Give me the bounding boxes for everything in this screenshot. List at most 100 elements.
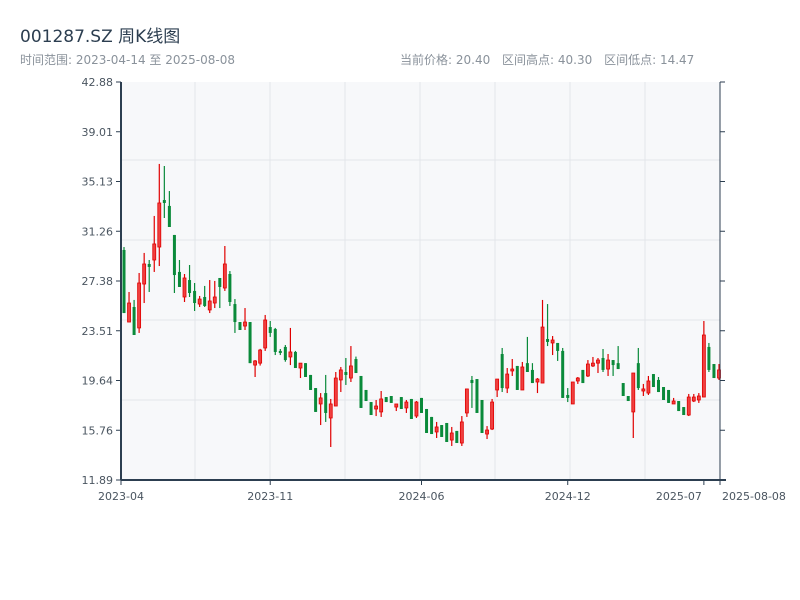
candle-up	[490, 398, 494, 431]
candle-down	[172, 234, 176, 294]
candle-body	[268, 327, 272, 333]
candle-body	[288, 351, 293, 358]
candle-body	[667, 389, 671, 403]
y-tick-label: 31.26	[82, 225, 114, 238]
candle-up	[404, 399, 409, 413]
candle-down	[430, 416, 434, 435]
candle-body	[561, 350, 565, 398]
candle-up	[318, 393, 323, 426]
candle-body	[515, 365, 519, 390]
candle-up	[157, 163, 162, 267]
candle-up	[520, 361, 525, 391]
candle-down	[314, 388, 318, 412]
candle-body	[304, 363, 308, 378]
candle-body	[298, 362, 303, 369]
candle-body	[248, 322, 252, 364]
candle-body	[374, 405, 379, 410]
candle-up	[298, 362, 303, 379]
candle-down	[364, 389, 368, 402]
y-tick-label: 35.13	[82, 176, 114, 189]
candle-down	[677, 401, 681, 412]
candle-up	[207, 280, 212, 314]
candle-up	[575, 377, 580, 384]
candle-body	[253, 360, 258, 366]
y-tick-label: 19.64	[82, 375, 114, 388]
candle-body	[389, 396, 393, 403]
candle-down	[203, 285, 207, 308]
candle-body	[455, 430, 459, 444]
candle-body	[137, 282, 142, 329]
y-tick-label: 11.89	[82, 474, 114, 487]
candle-down	[530, 363, 534, 384]
candle-up	[510, 359, 515, 376]
candle-body	[188, 280, 192, 294]
candle-body	[238, 322, 242, 330]
candle-down	[162, 165, 166, 219]
candle-down	[293, 350, 297, 369]
candle-body	[318, 397, 323, 405]
candle-down	[656, 377, 660, 393]
candle-down	[304, 363, 308, 378]
candle-body	[404, 401, 409, 409]
candle-down	[218, 277, 222, 309]
candle-body	[212, 296, 217, 304]
candle-up	[152, 215, 157, 272]
candle-body	[364, 389, 368, 402]
candle-up	[288, 327, 293, 366]
candle-body	[530, 369, 534, 384]
candle-down	[147, 260, 151, 292]
candle-down	[662, 387, 666, 400]
candle-body	[585, 363, 590, 377]
candle-down	[309, 374, 313, 390]
candle-up	[349, 346, 353, 383]
candle-body	[349, 365, 353, 379]
candle-body	[671, 400, 676, 405]
candle-body	[430, 416, 434, 435]
candle-body	[591, 362, 595, 367]
candle-up	[646, 375, 651, 395]
candle-down	[626, 396, 630, 402]
candle-up	[137, 272, 142, 333]
candle-body	[621, 383, 625, 397]
candle-body	[152, 243, 157, 261]
y-tick-label: 23.51	[82, 325, 114, 338]
candle-up	[691, 393, 696, 403]
candle-up	[591, 356, 595, 367]
page-title: 001287.SZ 周K线图	[20, 27, 181, 47]
candle-up	[142, 252, 147, 304]
candle-body	[197, 298, 202, 305]
candle-down	[566, 388, 570, 403]
candle-down	[601, 349, 605, 372]
candle-down	[616, 346, 620, 370]
candle-body	[596, 359, 600, 364]
candle-body	[490, 401, 494, 430]
candle-down	[455, 430, 459, 444]
candle-body	[546, 338, 550, 342]
candle-down	[475, 379, 479, 413]
candle-up	[701, 321, 706, 398]
candle-body	[328, 403, 333, 419]
axes: 42.88 39.01 35.13 31.26 27.38 23.51 19.64 15.76…	[82, 76, 786, 503]
candle-body	[520, 366, 525, 391]
x-tick-label: 2025-08-08	[722, 490, 786, 503]
time-range-label: 时间范围: 2023-04-14 至 2025-08-08	[20, 53, 235, 67]
candle-body	[384, 397, 388, 403]
candle-body	[314, 388, 318, 412]
candle-body	[359, 375, 363, 408]
candle-down	[384, 397, 388, 403]
candle-body	[369, 402, 373, 416]
candle-up	[253, 360, 258, 378]
candle-down	[344, 357, 348, 385]
candle-body	[399, 397, 403, 409]
candle-body	[696, 395, 701, 401]
candle-body	[449, 432, 454, 441]
candle-body	[338, 369, 343, 381]
candle-down	[268, 321, 272, 337]
candle-body	[273, 328, 277, 352]
candle-down	[525, 336, 529, 372]
candle-body	[344, 371, 348, 375]
candle-body	[354, 359, 358, 374]
candle-body	[409, 398, 413, 419]
candle-body	[222, 263, 227, 289]
candle-up	[485, 426, 489, 440]
